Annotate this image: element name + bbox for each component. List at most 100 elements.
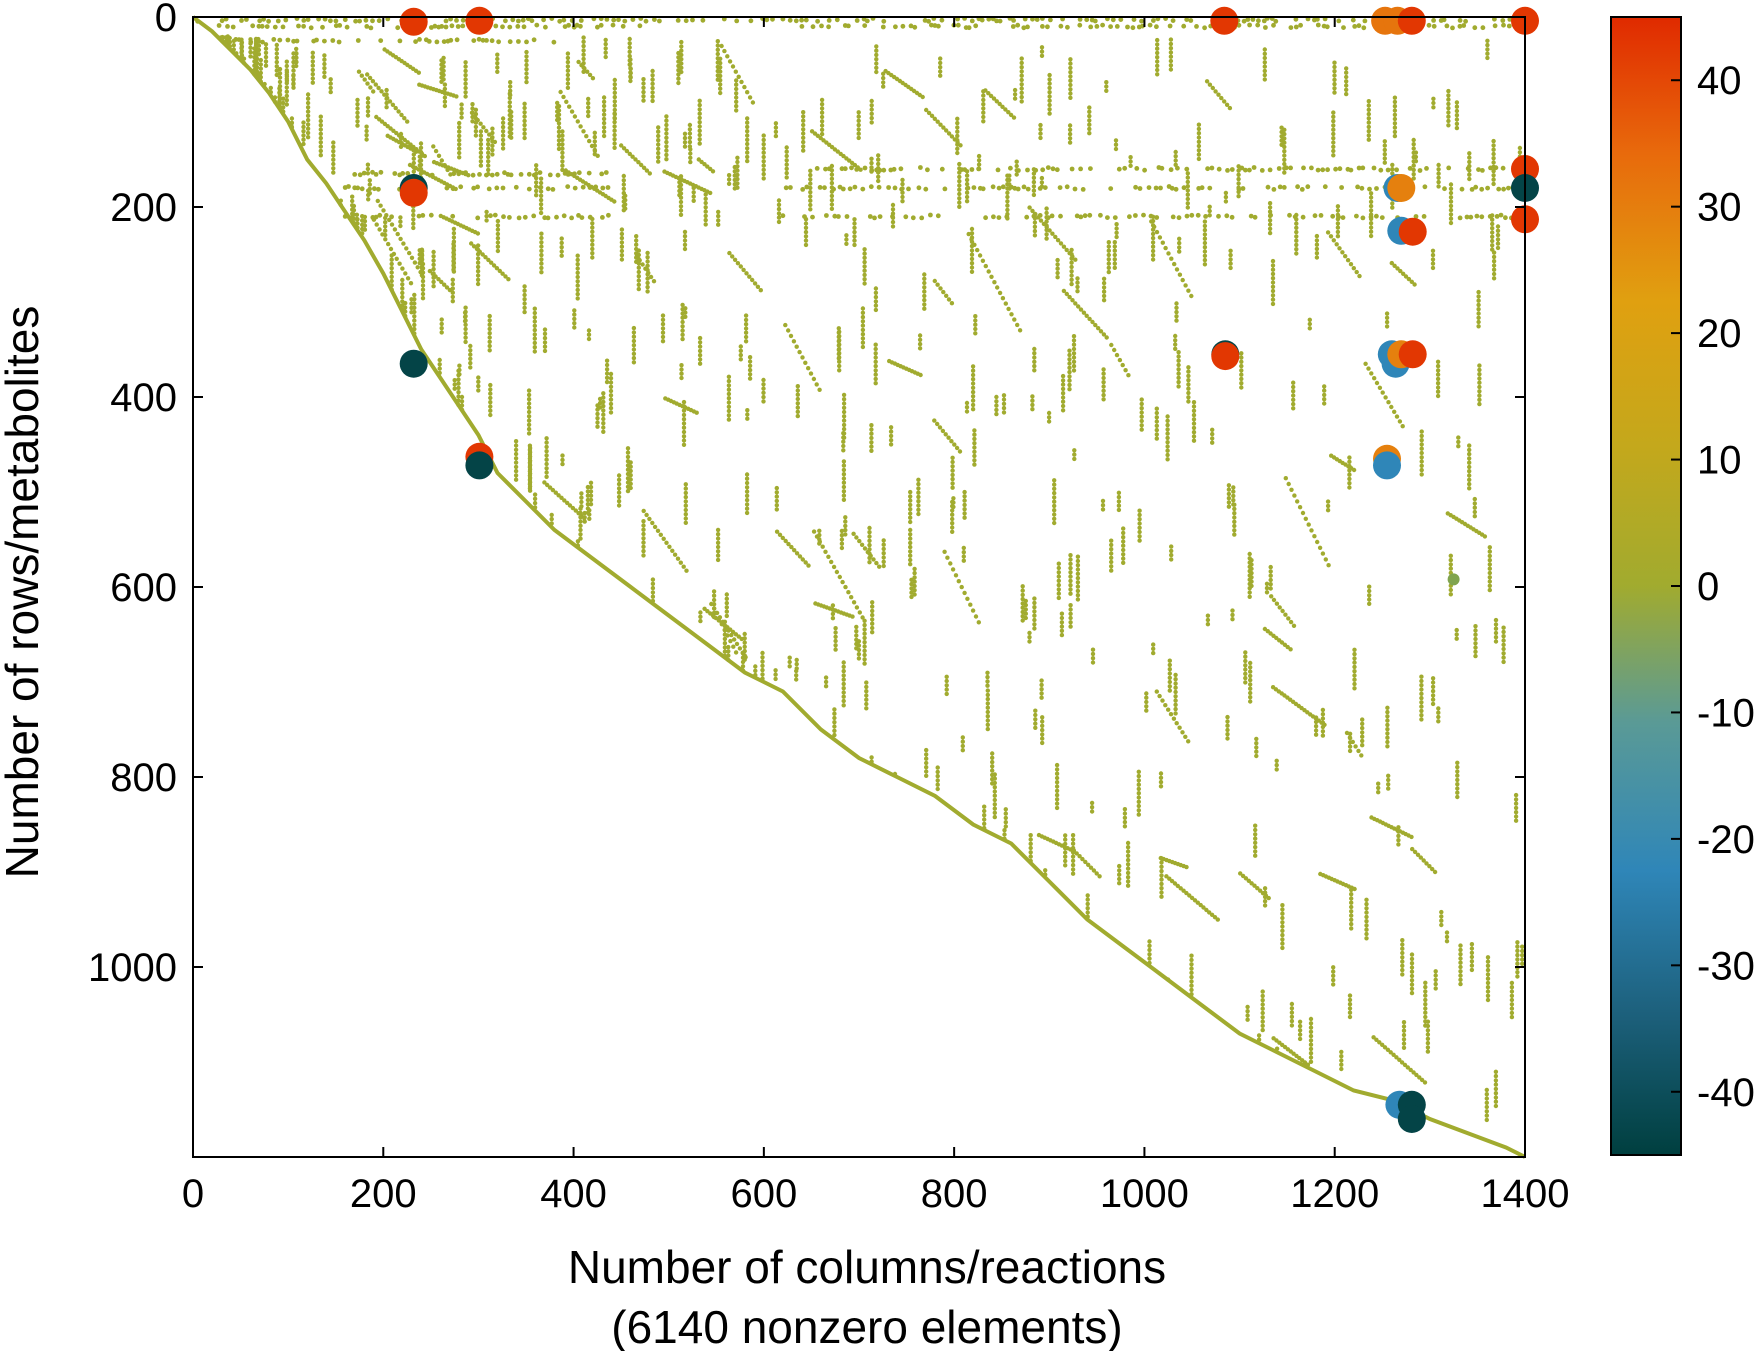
nonzero-element xyxy=(1501,642,1506,647)
nonzero-element xyxy=(992,780,997,786)
nonzero-element xyxy=(388,246,394,252)
nonzero-element xyxy=(411,221,416,226)
nonzero-element xyxy=(1265,184,1271,190)
nonzero-element xyxy=(581,35,586,40)
nonzero-element xyxy=(994,99,999,104)
nonzero-element xyxy=(834,17,840,23)
nonzero-element xyxy=(1467,151,1472,156)
nonzero-element xyxy=(411,160,416,166)
nonzero-element xyxy=(1033,721,1038,726)
nonzero-element xyxy=(223,35,228,40)
nonzero-element xyxy=(328,77,333,82)
nonzero-element xyxy=(1054,801,1060,806)
nonzero-element xyxy=(1094,871,1099,876)
nonzero-element xyxy=(1400,950,1405,956)
nonzero-element xyxy=(305,113,311,119)
nonzero-element xyxy=(1014,163,1019,169)
nonzero-element xyxy=(870,604,875,609)
nonzero-element xyxy=(476,375,481,380)
nonzero-element xyxy=(1498,212,1504,218)
nonzero-element xyxy=(1236,189,1241,195)
nonzero-element xyxy=(679,65,684,71)
nonzero-element xyxy=(1448,212,1454,217)
nonzero-element xyxy=(820,544,825,549)
nonzero-element xyxy=(1297,1032,1303,1037)
nonzero-element xyxy=(253,36,259,42)
nonzero-element xyxy=(864,693,869,698)
nonzero-element xyxy=(1068,583,1073,588)
nonzero-element xyxy=(538,193,544,198)
nonzero-element xyxy=(728,638,733,644)
nonzero-element xyxy=(1392,129,1398,135)
nonzero-element xyxy=(1333,166,1338,172)
nonzero-element xyxy=(266,18,271,24)
nonzero-element xyxy=(1191,425,1197,431)
nonzero-element xyxy=(1202,245,1208,250)
nonzero-element xyxy=(294,63,299,69)
nonzero-element xyxy=(1382,139,1388,144)
nonzero-element xyxy=(1165,414,1170,419)
nonzero-element xyxy=(1195,900,1201,905)
nonzero-element xyxy=(1039,682,1044,688)
highlighted-element xyxy=(1387,174,1416,202)
nonzero-element xyxy=(439,330,444,335)
nonzero-element xyxy=(1089,809,1095,814)
nonzero-element xyxy=(870,608,875,614)
nonzero-element xyxy=(559,495,564,500)
nonzero-element xyxy=(1294,247,1299,252)
nonzero-element xyxy=(1003,820,1008,825)
nonzero-element xyxy=(697,107,702,112)
nonzero-element xyxy=(537,170,543,176)
nonzero-element xyxy=(1014,168,1019,173)
nonzero-element xyxy=(957,191,962,197)
nonzero-element xyxy=(579,499,584,505)
nonzero-element xyxy=(1469,959,1475,964)
nonzero-element xyxy=(1019,94,1024,100)
nonzero-element xyxy=(416,213,422,219)
nonzero-element xyxy=(823,679,829,685)
nonzero-element xyxy=(920,94,925,100)
nonzero-element xyxy=(1185,184,1191,189)
nonzero-row xyxy=(233,36,557,45)
nonzero-element xyxy=(814,382,819,387)
nonzero-element xyxy=(715,73,720,78)
nonzero-element xyxy=(1435,393,1441,399)
nonzero-element xyxy=(1169,185,1175,191)
nonzero-element xyxy=(844,233,849,238)
nonzero-element xyxy=(1032,233,1038,238)
nonzero-element xyxy=(1280,945,1285,951)
nonzero-element xyxy=(305,130,311,136)
nonzero-element xyxy=(636,274,641,279)
nonzero-element xyxy=(955,22,961,28)
nonzero-element xyxy=(478,121,483,126)
nonzero-element xyxy=(1147,943,1152,948)
nonzero-element xyxy=(1520,948,1525,954)
nonzero-element xyxy=(575,119,580,124)
nonzero-element xyxy=(856,656,862,661)
nonzero-element xyxy=(456,381,461,386)
nonzero-element xyxy=(318,144,323,149)
nonzero-element xyxy=(488,400,493,405)
nonzero-element xyxy=(588,484,594,490)
nonzero-element xyxy=(1136,773,1142,779)
nonzero-element xyxy=(908,557,913,563)
nonzero-element xyxy=(837,329,842,334)
nonzero-element xyxy=(1297,505,1303,510)
nonzero-element xyxy=(1209,912,1215,917)
nonzero-element xyxy=(867,560,872,565)
nonzero-element xyxy=(488,412,493,418)
nonzero-element xyxy=(1009,312,1014,317)
nonzero-element xyxy=(1150,235,1156,241)
nonzero-element xyxy=(488,408,493,413)
nonzero-element xyxy=(475,260,481,265)
nonzero-element xyxy=(819,23,824,29)
nonzero-element xyxy=(1185,192,1191,197)
nonzero-element xyxy=(549,512,554,518)
nonzero-element xyxy=(985,701,990,706)
nonzero-element xyxy=(1001,410,1007,415)
nonzero-element xyxy=(616,503,622,508)
nonzero-element xyxy=(1173,672,1178,678)
nonzero-element xyxy=(601,391,606,396)
nonzero-element xyxy=(490,147,495,153)
nonzero-element xyxy=(542,327,548,332)
